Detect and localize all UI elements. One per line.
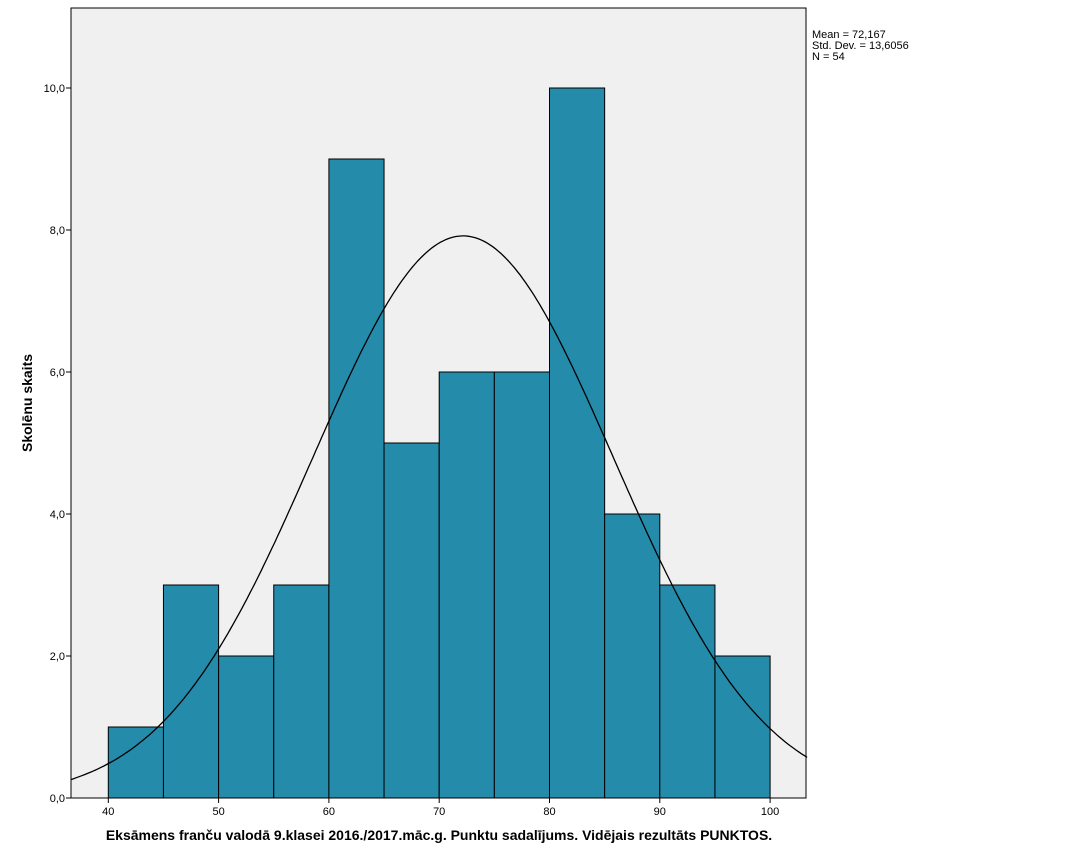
y-tick-label: 2,0 bbox=[50, 651, 65, 663]
histogram-bar bbox=[549, 87, 606, 799]
histogram-bar bbox=[383, 442, 440, 799]
histogram-bar bbox=[328, 158, 385, 799]
histogram-bar bbox=[714, 655, 771, 799]
y-axis-label: Skolēnu skaits bbox=[19, 354, 35, 452]
histogram-bar bbox=[273, 584, 330, 799]
x-tick-label: 90 bbox=[654, 806, 666, 818]
x-axis-label: Eksāmens franču valodā 9.klasei 2016./20… bbox=[106, 827, 772, 843]
y-tick-label: 6,0 bbox=[50, 367, 65, 379]
histogram-bar bbox=[162, 584, 220, 799]
histogram-bar bbox=[218, 655, 275, 799]
x-tick-label: 60 bbox=[323, 806, 335, 818]
y-tick-label: 0,0 bbox=[50, 793, 65, 805]
legend-n: N = 54 bbox=[812, 51, 845, 63]
x-tick-label: 50 bbox=[212, 806, 224, 818]
legend-mean: Mean = 72,167 bbox=[812, 29, 886, 41]
histogram-bar bbox=[107, 726, 164, 799]
histogram-bar bbox=[438, 371, 495, 799]
y-tick-label: 10,0 bbox=[44, 83, 65, 95]
y-tick-label: 4,0 bbox=[50, 509, 65, 521]
x-tick-label: 80 bbox=[543, 806, 555, 818]
histogram-bar bbox=[493, 371, 551, 799]
x-tick-label: 70 bbox=[433, 806, 445, 818]
y-tick-label: 8,0 bbox=[50, 225, 65, 237]
x-tick-label: 100 bbox=[761, 806, 779, 818]
normal-curve bbox=[70, 235, 808, 781]
x-tick-label: 40 bbox=[102, 806, 114, 818]
histogram-bar bbox=[604, 513, 661, 799]
histogram-bar bbox=[659, 584, 716, 799]
legend-std-dev: Std. Dev. = 13,6056 bbox=[812, 40, 909, 52]
